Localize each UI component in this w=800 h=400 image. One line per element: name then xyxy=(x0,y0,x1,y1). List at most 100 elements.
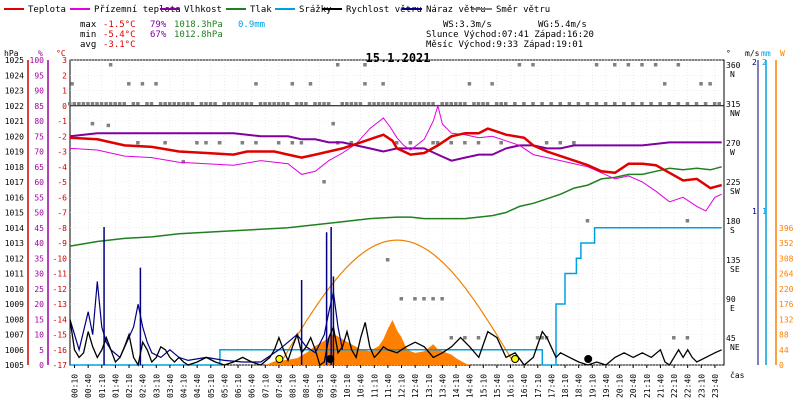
chart-title: 15.1.2021 xyxy=(365,51,430,65)
tick-label-direction-name: E xyxy=(730,304,735,313)
solar-radiation-area xyxy=(70,320,722,365)
tick-label-temperature: -16 xyxy=(53,346,68,355)
tick-label-direction-name: N xyxy=(730,70,735,79)
x-tick-label: 04:10 xyxy=(180,374,189,398)
x-tick-label: 09:10 xyxy=(316,374,325,398)
wind-direction-point xyxy=(499,102,503,106)
tick-label-pressure: 1022 xyxy=(5,102,24,111)
tick-label-direction: 135 xyxy=(726,256,741,265)
tick-label-solar: 132 xyxy=(779,315,794,324)
tick-label-temperature: -9 xyxy=(57,239,67,248)
wind-direction-point xyxy=(454,102,458,106)
x-tick-label: 12:40 xyxy=(411,374,420,398)
wind-direction-point xyxy=(517,63,522,67)
wind-direction-point xyxy=(576,102,581,106)
tick-label-pressure: 1024 xyxy=(5,71,24,80)
wind-direction-point xyxy=(381,102,385,106)
wind-direction-point xyxy=(95,102,99,106)
wind-direction-point xyxy=(613,63,617,67)
tick-label-direction: 270 xyxy=(726,139,741,148)
x-tick-label: 08:10 xyxy=(289,374,298,398)
wind-direction-point xyxy=(703,102,708,106)
wind-direction-point xyxy=(463,102,467,106)
tick-label-temperature: 1 xyxy=(62,87,67,96)
wind-direction-point xyxy=(431,141,435,145)
x-tick-label: 20:40 xyxy=(629,374,638,398)
tick-label-temperature: -4 xyxy=(57,163,67,172)
tick-label-pressure: 1025 xyxy=(5,56,24,65)
wind-direction-point xyxy=(340,102,344,106)
tick-label-temperature: -3 xyxy=(57,148,67,157)
tick-label-pressure: 1016 xyxy=(5,193,24,202)
tick-label-pressure: 1017 xyxy=(5,178,24,187)
wind-direction-point xyxy=(640,102,644,106)
legend-label: Náraz větru xyxy=(426,5,486,15)
humidity-line xyxy=(69,132,722,162)
wind-direction-point xyxy=(463,336,467,340)
tick-label-humidity: 55 xyxy=(34,193,44,202)
tick-label-direction: 180 xyxy=(726,217,741,226)
tick-label-precip: 2 xyxy=(762,58,767,67)
wind-direction-point xyxy=(463,141,467,145)
tick-label-temperature: -11 xyxy=(53,270,68,279)
wind-direction-point xyxy=(226,102,231,106)
tick-label-temperature: -1 xyxy=(57,117,67,126)
unit-ms: m/s xyxy=(745,49,760,58)
sun-marker xyxy=(275,355,284,363)
legend-label: Teplota xyxy=(28,5,66,15)
tick-label-pressure: 1010 xyxy=(5,285,24,294)
tick-label-direction: 360 xyxy=(726,61,741,70)
wind-direction-point xyxy=(390,102,394,106)
wind-direction-point xyxy=(204,102,208,106)
wind-direction-point xyxy=(358,102,363,106)
tick-label-direction-name: SW xyxy=(730,187,740,196)
tick-label-direction-name: NW xyxy=(730,109,740,118)
wind-direction-point xyxy=(567,102,572,106)
legend-label: Rychlost větru xyxy=(346,5,422,15)
wind-direction-point xyxy=(186,102,190,106)
wind-direction-point xyxy=(222,102,226,106)
tick-label-wind: 2 xyxy=(752,58,757,67)
wind-direction-point xyxy=(476,102,481,106)
wind-direction-point xyxy=(449,141,453,145)
legend-item: Teplota xyxy=(4,5,66,15)
tick-label-pressure: 1012 xyxy=(5,254,24,263)
wind-direction-point xyxy=(676,102,681,106)
x-tick-label: 07:40 xyxy=(275,374,284,398)
tick-label-pressure: 1011 xyxy=(5,270,24,279)
tick-label-humidity: 60 xyxy=(34,178,44,187)
x-tick-label: 16:10 xyxy=(507,374,516,398)
wind-direction-point xyxy=(181,102,186,106)
wind-direction-point xyxy=(585,102,590,106)
x-tick-label: 16:40 xyxy=(520,374,529,398)
wind-direction-point xyxy=(276,141,281,145)
wind-direction-point xyxy=(70,82,74,86)
wind-direction-point xyxy=(372,102,376,106)
ground-temperature-line xyxy=(69,103,722,212)
legend-item: Náraz větru xyxy=(402,5,486,15)
tick-label-humidity: 35 xyxy=(34,254,44,263)
tick-label-solar: 0 xyxy=(779,361,784,370)
x-tick-label: 17:40 xyxy=(547,374,556,398)
stat-avg-temp: -3.1°C xyxy=(103,40,136,50)
wind-direction-point xyxy=(431,102,435,106)
tick-label-temperature: -10 xyxy=(53,254,68,263)
wind-direction-point xyxy=(535,336,540,340)
tick-label-temperature: -8 xyxy=(57,224,67,233)
x-tick-label: 02:40 xyxy=(139,374,148,398)
wind-direction-point xyxy=(181,160,186,164)
stat-wg: WG:5.4m/s xyxy=(538,20,587,30)
tick-label-pressure: 1018 xyxy=(5,163,24,172)
tick-label-pressure: 1009 xyxy=(5,300,24,309)
x-tick-label: 23:10 xyxy=(697,374,706,398)
legend-label: Přízemní teplota xyxy=(94,5,181,15)
wind-direction-point xyxy=(417,102,422,106)
wind-direction-point xyxy=(304,102,308,106)
tick-label-humidity: 65 xyxy=(34,163,44,172)
wind-direction-point xyxy=(622,102,626,106)
x-tick-label: 21:40 xyxy=(656,374,665,398)
wind-direction-point xyxy=(286,102,290,106)
stats-block: max -1.5°C 79% 1018.3hPa 0.9mm min -5.4°… xyxy=(80,20,594,50)
wind-direction-point xyxy=(626,63,631,67)
